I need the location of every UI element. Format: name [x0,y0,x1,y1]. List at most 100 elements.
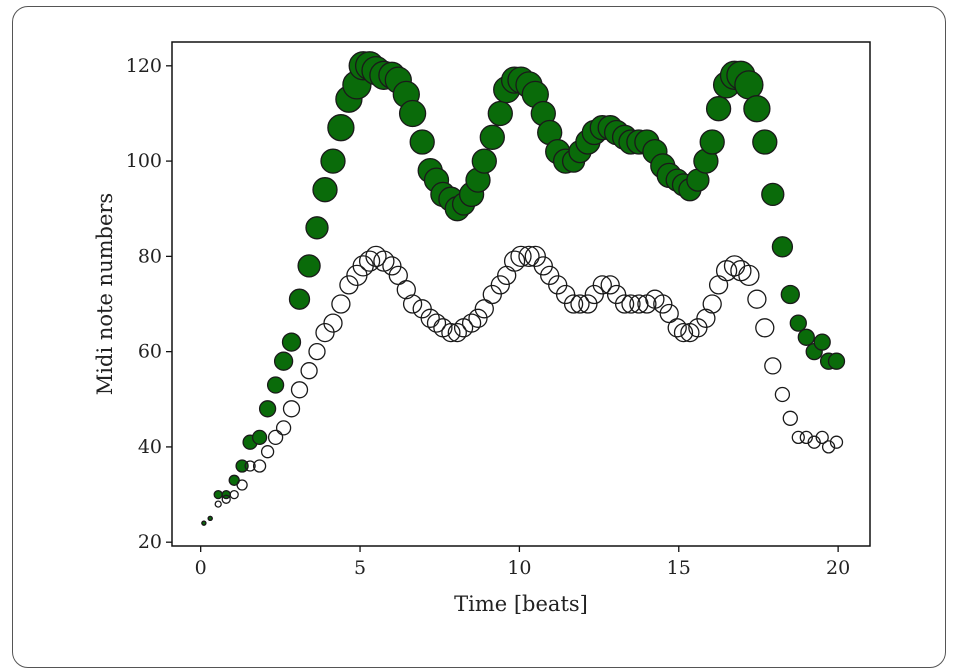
y-tick-label: 40 [138,436,162,458]
hollow-point-21 [358,250,381,272]
hollow-point-24 [382,256,402,276]
filled-point-84 [827,352,846,370]
hollow-point-29 [420,308,440,328]
hollow-point-1 [207,515,213,522]
y-tick-label: 80 [138,245,162,267]
hollow-point-80 [799,430,813,445]
hollow-point-16 [323,313,343,333]
y-tick-label: 120 [126,55,162,77]
hollow-point-27 [402,294,423,314]
filled-point-8 [258,400,277,418]
y-axis-ticks: 20 40 60 80 100 120 [126,55,172,553]
filled-point-12 [288,288,311,310]
hollow-point-61 [653,294,673,314]
hollow-point-41 [503,250,526,272]
filled-point-73 [734,70,764,100]
filled-point-9 [266,376,285,394]
hollow-point-58 [629,294,649,314]
hollow-point-45 [533,256,553,276]
y-tick-label: 20 [138,531,162,553]
filled-point-80 [797,328,815,346]
plot-frame [171,41,871,547]
hollow-point-7 [252,459,267,473]
y-tick-label: 60 [138,341,162,363]
filled-point-74 [743,95,771,123]
x-tick-label: 5 [354,557,366,579]
hollow-point-53 [592,275,612,295]
hollow-point-72 [730,260,752,282]
hollow-point-84 [829,435,844,449]
hollow-point-35 [461,313,482,333]
hollow-point-49 [563,294,584,314]
hollow-point-82 [815,430,829,445]
hollow-point-33 [447,322,467,343]
hollow-point-5 [236,479,248,491]
filled-point-2 [213,489,223,500]
hollow-point-64 [673,322,694,343]
x-tick-label: 15 [667,557,691,579]
x-tick-label: 0 [195,557,207,579]
filled-point-38 [479,124,505,150]
hollow-point-8 [260,445,275,459]
hollow-point-10 [275,420,292,436]
x-tick-label: 10 [507,557,531,579]
hollow-point-63 [667,318,687,338]
y-tick-label: 100 [126,150,162,172]
hollow-point-50 [570,294,590,314]
filled-point-10 [273,351,294,371]
hollow-point-67 [696,308,716,328]
filled-point-69 [705,96,732,122]
hollow-point-36 [468,308,488,328]
data-points [201,51,846,526]
filled-point-68 [699,129,725,155]
hollow-point-79 [791,430,805,445]
hollow-point-52 [584,284,604,305]
filled-point-16 [320,148,346,174]
hollow-point-51 [578,294,598,314]
x-axis-ticks: 0 5 10 15 20 [195,546,850,579]
hollow-point-73 [738,264,760,287]
filled-point-28 [409,129,435,155]
hollow-point-75 [755,318,775,338]
hollow-point-13 [300,362,318,380]
filled-point-15 [312,177,338,203]
hollow-point-54 [600,275,620,295]
hollow-point-3 [221,494,231,504]
hollow-point-12 [290,381,309,399]
hollow-point-2 [214,500,222,508]
hollow-point-44 [524,245,546,268]
filled-point-76 [761,182,785,207]
filled-point-75 [752,129,778,155]
hollow-point-74 [747,289,767,309]
hollow-point-78 [782,410,798,426]
filled-point-14 [305,216,329,240]
hollow-point-9 [267,429,284,446]
filled-point-77 [771,236,794,258]
hollow-point-77 [774,386,791,403]
hollow-point-68 [702,294,722,314]
filled-point-37 [471,148,497,174]
hollow-point-14 [308,342,326,361]
filled-point-82 [813,333,831,351]
hollow-point-81 [807,435,821,449]
hollow-point-47 [548,275,568,295]
hollow-point-71 [723,255,746,277]
filled-point-79 [789,314,807,332]
hollow-point-6 [244,460,256,472]
hollow-point-69 [708,275,729,295]
hollow-point-17 [331,294,351,314]
hollow-point-43 [518,245,540,268]
hollow-point-11 [282,400,301,418]
filled-point-5 [235,459,249,473]
hollow-point-76 [764,357,782,375]
hollow-point-30 [426,313,447,333]
filled-point-78 [780,284,800,305]
hollow-point-39 [490,275,510,295]
filled-point-13 [297,254,321,278]
y-axis-label: Midi note numbers [93,193,117,395]
hollow-point-38 [482,284,502,305]
chart-card [12,6,946,668]
hollow-point-0 [201,520,207,526]
hollow-point-32 [441,322,461,343]
